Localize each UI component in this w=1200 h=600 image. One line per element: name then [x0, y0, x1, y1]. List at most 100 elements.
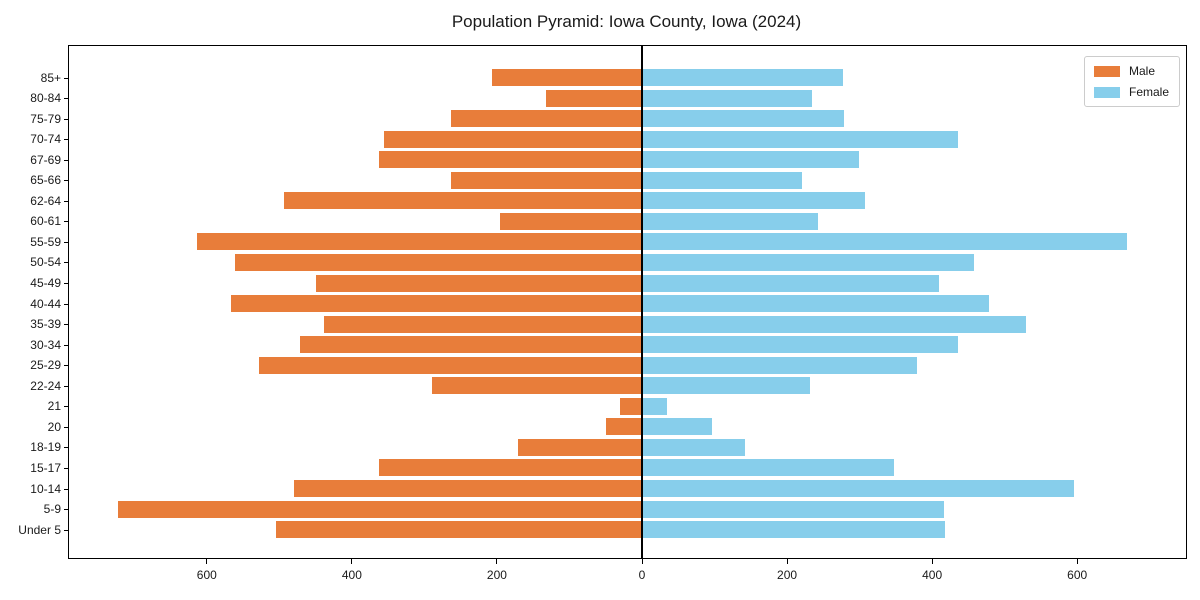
bar-female: [642, 69, 843, 86]
chart-title: Population Pyramid: Iowa County, Iowa (2…: [451, 12, 802, 31]
bar-female: [642, 315, 1027, 333]
ytick-label: 15-17: [30, 460, 61, 475]
bar-male: [383, 130, 642, 148]
bar-female: [642, 480, 1074, 497]
bar-female: [642, 336, 958, 354]
bar-male: [231, 295, 642, 313]
bar-male: [499, 212, 642, 230]
bar-male: [275, 521, 642, 539]
ytick-mark: [64, 509, 69, 511]
legend-label-female: Female: [1128, 85, 1169, 99]
xtick-label: 600: [1067, 568, 1088, 582]
bar-female: [642, 438, 745, 456]
ytick-mark: [64, 303, 69, 305]
ytick-label: 60-61: [30, 214, 61, 229]
bar-female: [642, 151, 859, 169]
ytick-label: 30-34: [30, 337, 61, 352]
ytick-mark: [64, 200, 69, 202]
bar-male: [450, 110, 642, 128]
ytick-label: 10-14: [30, 481, 61, 496]
ytick-label: 5-9: [43, 502, 61, 517]
xtick-mark: [1076, 559, 1078, 564]
ytick-label: 55-59: [30, 234, 61, 249]
ytick-mark: [64, 344, 69, 346]
xtick-label: 400: [341, 568, 362, 582]
ytick-mark: [64, 283, 69, 284]
bar-female: [642, 89, 812, 107]
bar-female: [642, 500, 944, 518]
ytick-mark: [64, 139, 69, 141]
bar-female: [642, 192, 866, 210]
bar-male: [293, 480, 642, 497]
bar-female: [642, 418, 712, 436]
bar-male: [450, 171, 642, 189]
bar-male: [315, 274, 642, 292]
ytick-label: 25-29: [30, 358, 61, 373]
xtick-label: 400: [922, 568, 943, 582]
bar-female: [642, 459, 895, 477]
ytick-label: 70-74: [30, 132, 61, 147]
ytick-mark: [64, 159, 69, 161]
bar-male: [284, 192, 642, 210]
legend-entry-female: Female: [1093, 85, 1169, 99]
ytick-label: 67-69: [30, 152, 61, 167]
xtick-label: 600: [196, 568, 217, 582]
ytick-label: 20: [47, 419, 61, 434]
bar-male: [605, 418, 642, 436]
ytick-label: 40-44: [30, 296, 61, 311]
bar-male: [118, 500, 642, 518]
bar-female: [642, 212, 819, 230]
ytick-label: 65-66: [30, 173, 61, 188]
bar-female: [642, 171, 802, 189]
ytick-label: 50-54: [30, 255, 61, 270]
ytick-mark: [64, 324, 69, 326]
xtick-mark: [641, 559, 643, 564]
bar-male: [235, 253, 642, 271]
ytick-label: 75-79: [30, 111, 61, 126]
ytick-mark: [64, 118, 69, 120]
ytick-label: 62-64: [30, 193, 61, 208]
ytick-mark: [64, 262, 69, 264]
bar-male: [431, 377, 642, 395]
bar-female: [642, 295, 990, 313]
ytick-label: 85+: [40, 70, 61, 85]
legend-label-male: Male: [1128, 64, 1155, 78]
xtick-mark: [496, 559, 498, 564]
bar-female: [642, 377, 811, 395]
xtick-mark: [351, 559, 353, 564]
ytick-mark: [64, 406, 69, 408]
ytick-label: 80-84: [30, 91, 61, 106]
ytick-mark: [64, 426, 69, 428]
bar-female: [642, 253, 975, 271]
bar-female: [642, 274, 940, 292]
ytick-mark: [64, 447, 69, 449]
ytick-label: 21: [47, 399, 61, 414]
xtick-label: 200: [777, 568, 798, 582]
bar-male: [619, 397, 642, 415]
xtick-mark: [786, 559, 788, 564]
ytick-label: 35-39: [30, 317, 61, 332]
ytick-label: 18-19: [30, 440, 61, 455]
zero-axis-line: [641, 46, 643, 558]
bar-female: [642, 130, 959, 148]
xtick-mark: [931, 559, 933, 564]
xtick-label: 200: [486, 568, 507, 582]
bar-male: [491, 69, 642, 86]
bar-male: [259, 356, 642, 374]
bar-female: [642, 110, 844, 128]
bar-male: [197, 233, 642, 251]
bar-female: [642, 356, 917, 374]
ytick-label: 22-24: [30, 378, 61, 393]
legend: Male Female: [1083, 56, 1180, 107]
bar-male: [379, 459, 642, 477]
ytick-mark: [64, 365, 69, 367]
ytick-mark: [64, 385, 69, 387]
bar-male: [299, 336, 642, 354]
plot-area: Male Female 85+ 80-84 75-79 70-74 67-69 65-66…: [18, 45, 1187, 582]
ytick-mark: [64, 77, 69, 79]
bar-male: [379, 151, 642, 169]
ytick-mark: [64, 529, 69, 531]
bar-male: [545, 89, 642, 107]
bar-male: [323, 315, 642, 333]
